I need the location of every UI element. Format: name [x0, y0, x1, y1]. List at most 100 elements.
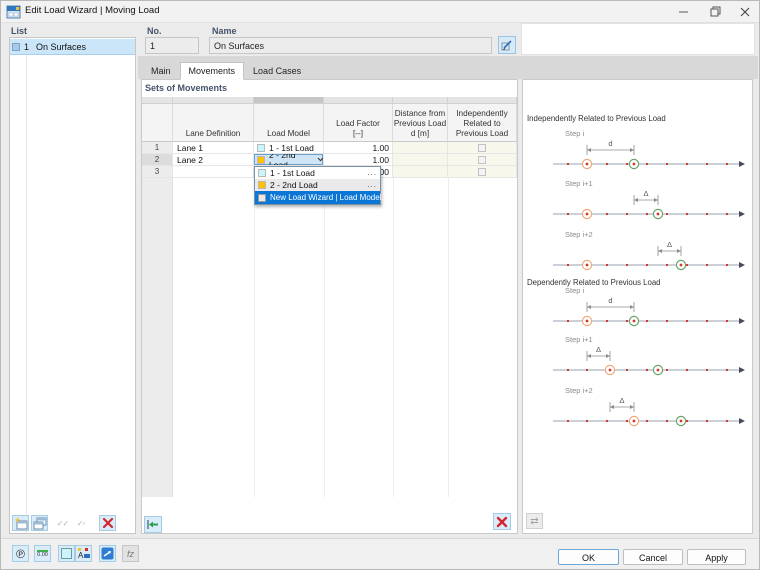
no-field[interactable]: 1 — [145, 37, 199, 54]
edit-name-button[interactable] — [498, 36, 516, 54]
independent-checkbox[interactable] — [478, 143, 486, 152]
header-corner[interactable] — [142, 104, 173, 142]
color-scheme-button[interactable] — [58, 545, 75, 562]
row-number[interactable]: 2 — [142, 154, 173, 166]
distance-cell[interactable] — [393, 154, 448, 166]
lane-cell[interactable] — [173, 166, 254, 178]
header-load-factor[interactable]: Load Factor [--] — [324, 104, 393, 142]
column-indicator-strip — [142, 97, 517, 104]
units-button[interactable]: 0.00 — [34, 545, 51, 562]
display-button[interactable] — [99, 545, 116, 562]
independent-checkbox[interactable] — [478, 167, 486, 176]
table-header-row: Lane Definition Load Model Load Factor [… — [142, 104, 517, 142]
preview-placeholder — [521, 23, 755, 55]
delete-all-icon — [496, 516, 508, 527]
pencil-icon — [501, 40, 512, 51]
row-number[interactable]: 1 — [142, 142, 173, 154]
load-factor-cell[interactable]: 1.00 — [324, 154, 393, 166]
svg-text:Δ: Δ — [619, 396, 624, 405]
copy-entry-button[interactable] — [31, 515, 48, 531]
independent-checkbox[interactable] — [478, 155, 486, 164]
import-arrow-icon — [147, 520, 158, 529]
load-model-dropdown: 1 - 1st Load ... 2 - 2nd Load ... New Lo… — [254, 166, 388, 205]
display-arrow-icon — [101, 547, 114, 560]
svg-text:Step i+1: Step i+1 — [565, 179, 593, 188]
svg-text:d: d — [608, 139, 612, 148]
svg-text:Δ: Δ — [596, 345, 601, 354]
table-row: 3 0.00 — [142, 166, 517, 178]
strip-cell-selected[interactable] — [254, 97, 324, 104]
tab-main[interactable]: Main — [151, 66, 171, 76]
new-load-model-icon — [258, 193, 266, 202]
browse-ellipsis-button[interactable]: ... — [367, 168, 377, 177]
cancel-button[interactable]: Cancel — [623, 549, 683, 565]
gridline — [448, 178, 449, 497]
color-box-icon — [61, 548, 72, 559]
header-lane-definition[interactable]: Lane Definition — [173, 104, 254, 142]
header-load-model[interactable]: Load Model — [254, 104, 324, 142]
titlebar: Edit Load Wizard | Moving Load — [1, 1, 759, 23]
load-model-text: 1 - 1st Load — [269, 142, 314, 153]
deselect-all-button[interactable]: ✓▫ — [72, 515, 89, 531]
options-button[interactable]: ℗ — [12, 545, 29, 562]
new-entry-button[interactable] — [12, 515, 29, 531]
distance-cell[interactable] — [393, 166, 448, 178]
minimize-button[interactable] — [669, 1, 699, 22]
load-model-combobox[interactable]: 2 - 2nd Load — [254, 154, 324, 166]
chevron-down-icon — [317, 157, 323, 162]
load-factor-cell[interactable]: 1.00 — [324, 142, 393, 154]
dropdown-item-new-load-model[interactable]: New Load Wizard | Load Model... — [255, 191, 388, 204]
apply-button[interactable]: Apply — [687, 549, 746, 565]
distance-cell[interactable] — [393, 142, 448, 154]
row-number[interactable]: 3 — [142, 166, 173, 178]
close-button[interactable] — [730, 1, 759, 22]
header-independently[interactable]: Independently Related to Previous Load — [448, 104, 517, 142]
list-item-number: 1 — [23, 41, 29, 52]
load-model-text: 2 - 2nd Load — [269, 154, 296, 166]
movement-step-diagram: Step i d — [553, 286, 745, 327]
strip-cell[interactable] — [448, 97, 517, 104]
section-title: Sets of Movements — [145, 83, 228, 93]
units-icon — [37, 549, 48, 552]
standards-button[interactable]: A — [75, 545, 92, 562]
dropdown-item-label: 1 - 1st Load — [270, 168, 315, 178]
dropdown-item-label: 2 - 2nd Load — [270, 180, 318, 190]
lane-cell[interactable]: Lane 1 — [173, 142, 254, 154]
maximize-button[interactable] — [700, 1, 730, 22]
tab-movements[interactable]: Movements — [179, 62, 245, 80]
ok-button[interactable]: OK — [558, 549, 619, 565]
select-all-button[interactable]: ✓✓ — [54, 515, 71, 531]
name-field[interactable]: On Surfaces — [209, 37, 492, 54]
browse-ellipsis-button[interactable]: ... — [367, 180, 377, 189]
tab-load-cases[interactable]: Load Cases — [253, 66, 302, 76]
strip-cell[interactable] — [393, 97, 448, 104]
independent-cell — [448, 142, 517, 154]
dropdown-item-1st-load[interactable]: 1 - 1st Load ... — [255, 167, 380, 179]
load-model-swatch — [257, 155, 265, 164]
lane-cell[interactable]: Lane 2 — [173, 154, 254, 166]
import-lanes-button[interactable] — [144, 516, 162, 533]
formula-icon: fz — [126, 548, 134, 559]
dropdown-item-label: New Load Wizard | Load Model... — [270, 193, 389, 202]
delete-all-rows-button[interactable] — [493, 513, 511, 530]
list-item-on-surfaces[interactable]: 1 On Surfaces — [10, 39, 135, 55]
tab-strip: Main Movements Load Cases — [142, 62, 310, 81]
svg-text:Step i: Step i — [565, 286, 585, 295]
minimize-icon — [679, 11, 688, 12]
window-title: Edit Load Wizard | Moving Load — [25, 5, 160, 16]
svg-text:Δ: Δ — [643, 189, 648, 198]
select-all-icon: ✓✓ — [56, 518, 69, 528]
no-label: No. — [147, 26, 162, 36]
transfer-settings-button[interactable]: ⇄ — [526, 513, 543, 529]
list-item-swatch — [12, 42, 20, 51]
delete-entry-button[interactable] — [99, 515, 116, 531]
dropdown-item-2nd-load[interactable]: 2 - 2nd Load ... — [255, 179, 380, 191]
header-distance[interactable]: Distance from Previous Load d [m] — [393, 104, 448, 142]
movements-panel: Sets of Movements Lane Definition Load M… — [141, 79, 518, 534]
formula-button[interactable]: fz — [122, 545, 139, 562]
strip-cell[interactable] — [324, 97, 393, 104]
load-model-cell[interactable]: 1 - 1st Load — [254, 142, 324, 154]
strip-cell[interactable] — [142, 97, 173, 104]
strip-cell[interactable] — [173, 97, 254, 104]
